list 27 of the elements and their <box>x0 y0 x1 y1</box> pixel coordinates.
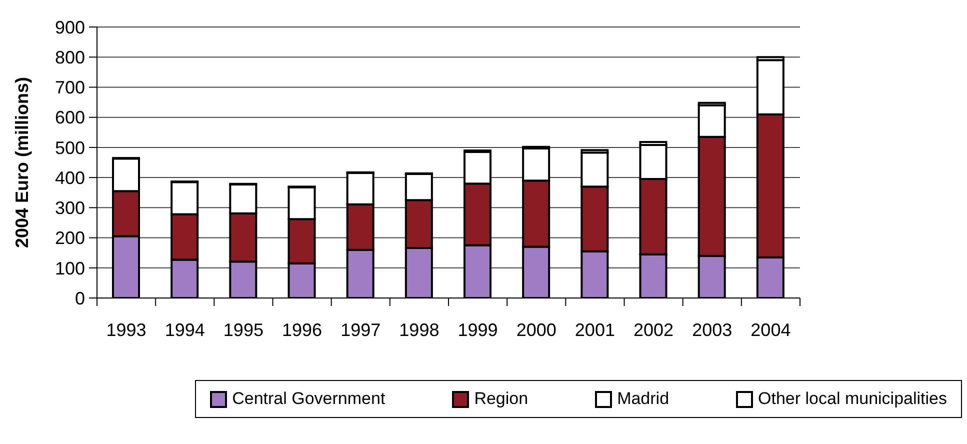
y-tick-label: 700 <box>54 78 85 98</box>
legend-label: Region <box>474 389 528 409</box>
y-tick-label: 400 <box>54 168 85 188</box>
y-tick-label: 300 <box>54 198 85 218</box>
x-tick-label: 1999 <box>458 320 498 340</box>
y-tick-label: 500 <box>54 138 85 158</box>
x-tick-label: 2002 <box>634 320 674 340</box>
y-tick-label: 600 <box>54 108 85 128</box>
y-tick-label: 100 <box>54 258 85 278</box>
legend-label: Other local municipalities <box>758 389 947 409</box>
x-tick-label: 1994 <box>164 320 205 340</box>
x-tick-label: 2003 <box>692 320 732 340</box>
y-tick-label: 900 <box>54 17 85 38</box>
legend-label: Madrid <box>617 389 670 409</box>
x-tick-label: 1993 <box>106 320 146 340</box>
y-tick-label: 200 <box>54 228 85 248</box>
legend-label: Central Government <box>232 389 386 409</box>
y-tick-label: 800 <box>54 48 85 68</box>
x-tick-label: 2004 <box>750 320 791 340</box>
x-tick-label: 2001 <box>574 320 615 340</box>
x-tick-label: 1998 <box>399 320 440 340</box>
y-axis-title: 2004 Euro (millions) <box>12 76 32 248</box>
x-tick-label: 1995 <box>223 320 264 340</box>
x-tick-label: 2000 <box>516 320 556 340</box>
x-tick-label: 1996 <box>282 320 322 340</box>
x-tick-label: 1997 <box>340 320 381 340</box>
y-tick-label: 0 <box>74 288 85 308</box>
